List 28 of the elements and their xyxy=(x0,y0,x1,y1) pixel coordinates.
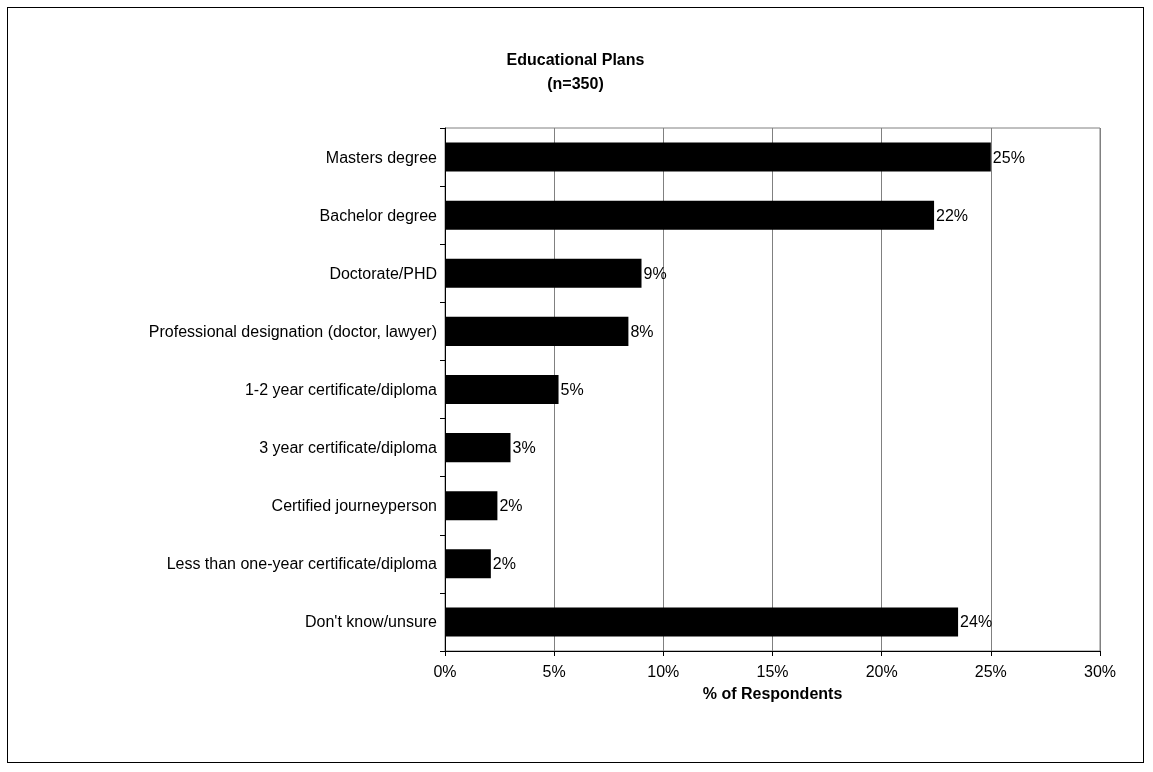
data-label: 8% xyxy=(630,322,654,340)
data-label: 24% xyxy=(960,613,993,631)
data-label: 2% xyxy=(492,555,516,573)
data-label: 2% xyxy=(499,497,523,515)
y-tick-label: Professional designation (doctor, lawyer) xyxy=(148,322,437,340)
x-tick-label: 0% xyxy=(433,662,457,680)
x-tick-label: 30% xyxy=(1083,662,1117,680)
y-tick-label: Don't know/unsure xyxy=(304,613,438,631)
data-label: 25% xyxy=(992,148,1025,166)
x-tick-label: 10% xyxy=(647,662,680,680)
x-tick-label: 25% xyxy=(974,662,1007,680)
data-label: 5% xyxy=(560,381,584,398)
chart-subtitle: (n=350) xyxy=(547,74,604,92)
y-tick-label: Bachelor degree xyxy=(319,206,438,224)
data-label: 3% xyxy=(512,439,536,457)
x-axis-title: % of Respondents xyxy=(702,684,843,702)
chart-title: Educational Plans xyxy=(506,50,645,68)
y-tick-label: Certified journeyperson xyxy=(271,497,437,515)
data-label: 9% xyxy=(643,264,667,282)
data-label: 22% xyxy=(936,206,969,224)
y-tick-label: Masters degree xyxy=(325,148,438,166)
y-tick-label: Doctorate/PHD xyxy=(329,264,437,282)
y-tick-label: 1-2 year certificate/diploma xyxy=(244,381,438,398)
y-tick-label: 3 year certificate/diploma xyxy=(259,439,438,457)
x-tick-label: 20% xyxy=(865,662,898,680)
x-tick-label: 5% xyxy=(542,662,566,680)
y-tick-label: Less than one-year certificate/diploma xyxy=(166,555,438,573)
x-tick-label: 15% xyxy=(756,662,789,680)
